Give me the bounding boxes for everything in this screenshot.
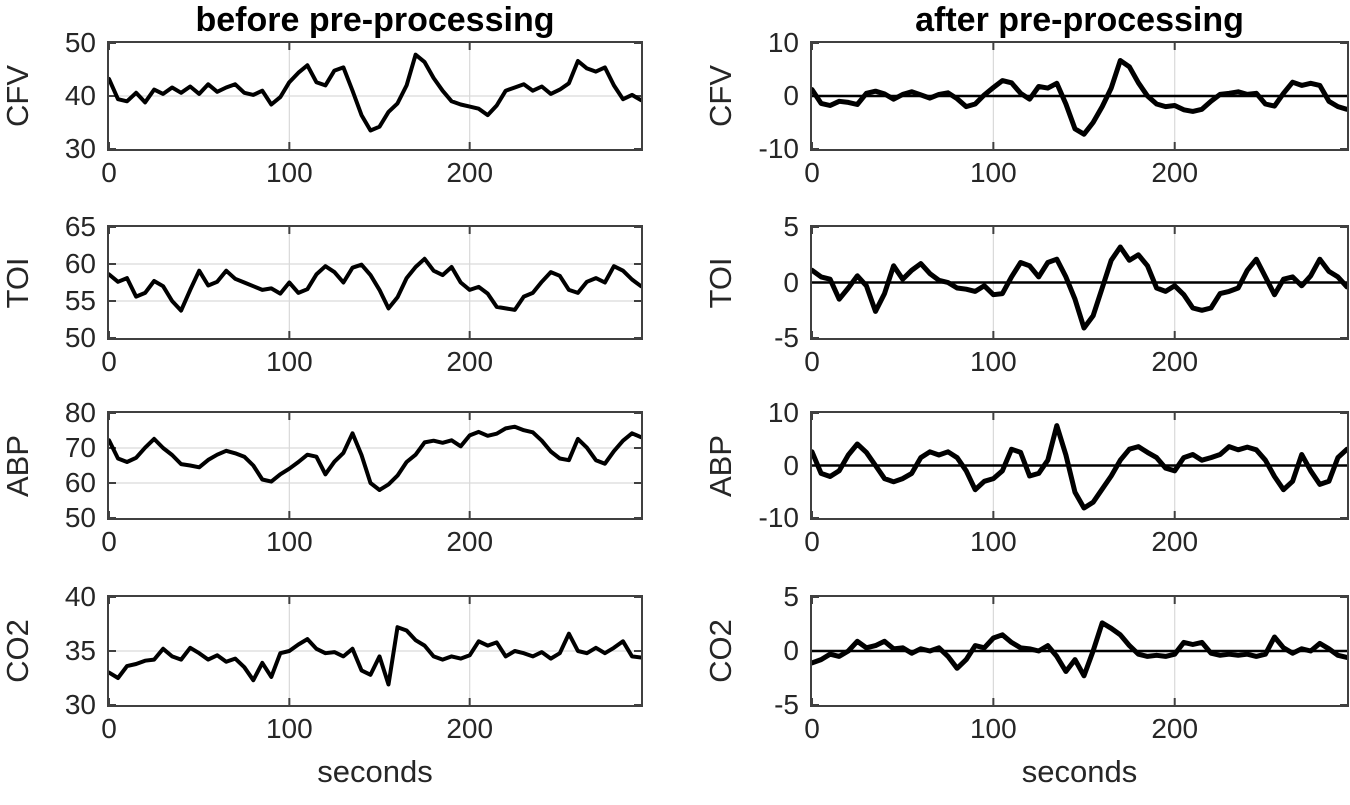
y-axis-label-cfv: CFV xyxy=(0,65,35,127)
y-tick-label: 30 xyxy=(64,689,96,720)
subplot-co2-after: CO2 -5 0 5 0 100 200 xyxy=(703,583,1349,743)
subplot-cfv-after: CFV -10 0 10 0 100 200 xyxy=(703,29,1349,187)
signal-plot-cfv-after xyxy=(812,43,1347,149)
column-title-after: after pre-processing xyxy=(915,1,1244,39)
y-tick-label: 55 xyxy=(64,285,96,316)
y-axis-label-co2: CO2 xyxy=(0,619,35,683)
y-axis-label-toi: TOI xyxy=(0,256,35,309)
x-tick-label: 200 xyxy=(1151,346,1199,377)
subplot-toi-after: TOI -5 0 5 0 100 200 xyxy=(703,213,1349,376)
y-axis-label-abp: ABP xyxy=(703,434,738,497)
x-tick-label: 0 xyxy=(804,346,820,377)
signal-line-abp-before xyxy=(109,424,641,492)
x-tick-label: 100 xyxy=(265,157,313,188)
x-tick-label: 100 xyxy=(969,157,1017,188)
y-tick-label: -5 xyxy=(774,322,799,353)
x-tick-label: 0 xyxy=(804,526,820,557)
x-tick-label: 0 xyxy=(804,157,820,188)
y-tick-label: 60 xyxy=(64,467,96,498)
x-axis-label-after: seconds xyxy=(1021,754,1138,789)
x-tick-label: 200 xyxy=(1151,713,1199,744)
y-tick-label: -10 xyxy=(758,133,799,164)
x-tick-label: 200 xyxy=(1151,157,1199,188)
y-tick-label: 65 xyxy=(64,211,96,242)
signal-plot-co2-after xyxy=(812,597,1347,705)
signal-line-cfv-before xyxy=(109,52,641,133)
x-tick-label: 200 xyxy=(446,157,494,188)
signal-line-toi-after xyxy=(812,244,1347,331)
y-tick-label: 10 xyxy=(767,27,799,58)
signal-line-cfv-after xyxy=(812,58,1347,137)
y-tick-label: 35 xyxy=(64,635,96,666)
y-tick-label: 0 xyxy=(783,266,799,298)
subplot-abp-before: ABP 50 60 70 80 0 100 200 xyxy=(0,399,643,556)
y-tick-label: 50 xyxy=(64,502,96,533)
y-tick-label: 50 xyxy=(64,322,96,353)
x-tick-label: 100 xyxy=(265,526,313,557)
x-tick-label: 0 xyxy=(804,713,820,744)
signal-plot-abp-before xyxy=(109,413,641,518)
signal-plot-abp-after xyxy=(812,413,1347,518)
signal-plot-cfv-before xyxy=(109,43,641,149)
x-tick-label: 200 xyxy=(446,713,494,744)
x-axis-label-before: seconds xyxy=(317,754,433,789)
y-tick-label: 0 xyxy=(783,449,799,481)
x-tick-label: 100 xyxy=(969,713,1017,744)
y-axis-label-cfv: CFV xyxy=(703,65,738,127)
x-tick-label: 200 xyxy=(446,526,494,557)
y-tick-label: 0 xyxy=(783,635,799,666)
y-tick-label: 70 xyxy=(64,432,96,463)
y-tick-label: 80 xyxy=(64,397,96,428)
y-tick-label: 40 xyxy=(64,80,96,111)
y-tick-label: -10 xyxy=(758,502,799,533)
x-tick-label: 0 xyxy=(101,157,117,188)
subplot-co2-before: CO2 30 35 40 0 100 200 xyxy=(0,583,643,743)
x-tick-label: 100 xyxy=(265,713,313,744)
x-tick-label: 0 xyxy=(101,346,117,377)
y-tick-label: 30 xyxy=(64,133,96,164)
x-tick-label: 0 xyxy=(101,713,117,744)
signal-plot-toi-before xyxy=(109,227,641,338)
y-axis-label-toi: TOI xyxy=(703,256,738,309)
y-tick-label: 5 xyxy=(783,211,799,242)
y-tick-label: 5 xyxy=(783,581,799,612)
signal-line-abp-after xyxy=(812,423,1347,511)
signal-line-co2-after xyxy=(812,620,1347,679)
y-axis-label-co2: CO2 xyxy=(703,619,738,683)
y-tick-label: 60 xyxy=(64,248,96,279)
x-tick-label: 100 xyxy=(969,526,1017,557)
signal-line-toi-before xyxy=(109,256,641,313)
y-tick-label: 40 xyxy=(64,581,96,612)
x-tick-label: 0 xyxy=(101,526,117,557)
x-tick-label: 100 xyxy=(265,346,313,377)
y-axis-label-abp: ABP xyxy=(0,434,35,497)
subplot-abp-after: ABP -10 0 10 0 100 200 xyxy=(703,399,1349,556)
y-tick-label: 50 xyxy=(64,27,96,58)
column-title-before: before pre-processing xyxy=(195,1,555,39)
x-tick-label: 100 xyxy=(969,346,1017,377)
signal-line-co2-before xyxy=(109,625,641,687)
signal-plot-toi-after xyxy=(812,227,1347,338)
y-tick-label: -5 xyxy=(774,689,799,720)
y-tick-label: 10 xyxy=(767,397,799,428)
x-tick-label: 200 xyxy=(446,346,494,377)
subplot-cfv-before: CFV 30 40 50 0 100 200 xyxy=(0,29,643,187)
subplot-toi-before: TOI 50 55 60 65 0 100 200 xyxy=(0,213,643,376)
x-tick-label: 200 xyxy=(1151,526,1199,557)
y-tick-label: 0 xyxy=(783,80,799,111)
signal-plot-co2-before xyxy=(109,597,641,705)
